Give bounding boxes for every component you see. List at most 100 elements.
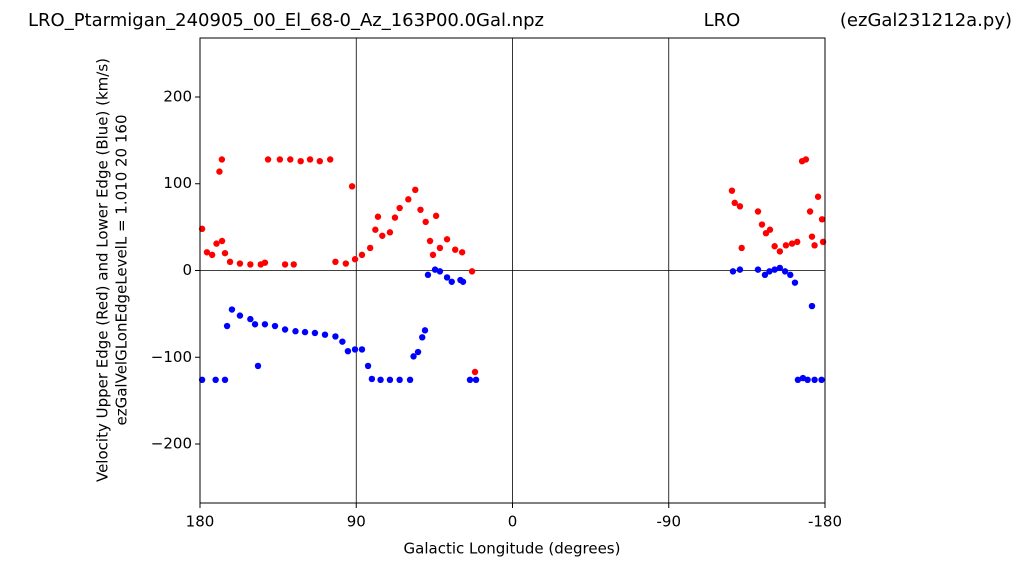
y-tick-label: 0 [182,261,192,279]
point [247,315,254,323]
point [254,362,262,370]
x-axis-label: Galactic Longitude (degrees) [404,540,621,558]
x-tick-label: 180 [186,513,215,531]
x-tick-label: -90 [657,513,682,531]
point [218,156,226,163]
chart-title-right: (ezGal231212a.py) [840,10,1012,31]
point [276,156,284,163]
point [391,214,399,221]
point [754,208,762,215]
x-tick-label: -180 [808,513,842,531]
point [448,278,455,285]
point [281,261,289,268]
point [292,328,299,335]
point [364,362,372,370]
point [754,266,762,273]
point [766,268,773,275]
y-axis-label: Velocity Upper Edge (Red) and Lower Edge… [94,58,112,482]
point [808,302,816,310]
point [339,338,346,345]
point [218,237,226,245]
point [221,249,229,257]
plot-frame [199,37,826,504]
point [758,221,766,228]
point [731,199,738,207]
point [466,376,474,384]
point [806,208,814,215]
point [208,251,216,259]
point [311,329,319,337]
point [271,322,279,330]
point [422,218,429,226]
point [728,187,736,194]
point [802,156,810,163]
point [766,226,774,233]
point [374,213,382,220]
point [436,244,444,252]
point [459,278,467,285]
point [247,261,254,268]
point [794,238,801,246]
point [414,348,422,356]
point [412,186,419,194]
point [290,261,297,268]
point [321,331,329,338]
point [213,240,220,247]
point [788,240,796,247]
point [736,203,744,210]
point [261,321,269,328]
point [212,376,219,384]
point [761,271,769,279]
point [386,376,394,384]
point [372,226,379,233]
point [458,249,466,256]
point [791,279,799,286]
point [776,264,784,272]
point [216,168,223,175]
point [729,268,737,275]
point [251,321,259,328]
point [771,243,778,250]
point [366,244,374,252]
point [301,328,309,336]
point [452,246,459,253]
point [811,242,818,249]
point [297,157,304,165]
point [358,251,366,259]
chart-title-center: LRO [704,10,741,31]
point [808,233,816,240]
y-axis-label: ezGalVelGLonEdgeLevelL = 1.010 20 160 [113,115,131,426]
point [431,266,439,273]
point [736,266,744,273]
point [468,268,476,275]
y-tick-label: −200 [151,435,192,453]
point [436,268,444,275]
point [776,248,784,255]
point [228,306,236,313]
point [386,229,394,236]
point [787,271,794,279]
point [287,156,294,163]
point [419,334,426,341]
point [424,271,432,279]
point [351,256,359,263]
point [261,259,269,266]
point [236,260,244,267]
point [781,268,789,275]
point [306,156,314,163]
point [426,237,434,245]
point [327,156,334,163]
point [221,376,229,384]
point [358,346,366,353]
y-tick-label: −100 [151,348,192,366]
point [223,322,231,330]
point [443,274,451,281]
point [236,312,244,319]
point [421,327,429,334]
point [782,242,790,249]
y-tick-label: 200 [163,87,192,105]
point [405,196,412,203]
point [348,183,356,190]
point [368,375,376,383]
